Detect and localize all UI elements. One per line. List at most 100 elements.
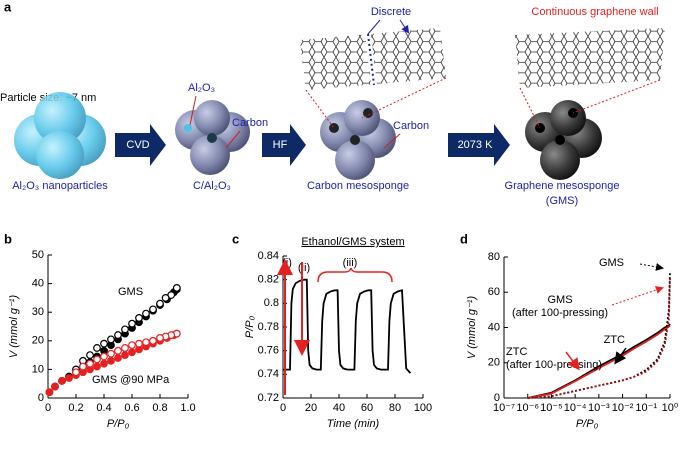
data-point — [100, 359, 108, 368]
arrow — [639, 262, 664, 271]
data-line — [527, 325, 671, 399]
annotation: GMS @90 MPa — [92, 374, 170, 386]
x-tick-label: 0.2 — [68, 402, 83, 414]
pointer — [225, 130, 241, 149]
data-point — [128, 341, 136, 349]
panel-label: b — [4, 231, 12, 246]
caption: C/Al₂O₃ — [193, 180, 231, 192]
x-tick-label: 100 — [414, 402, 432, 414]
arrow — [367, 19, 408, 34]
brace — [317, 267, 393, 283]
data-point — [114, 346, 122, 355]
x-tick-label: 0.8 — [152, 402, 167, 414]
label: Continuous graphene wall — [531, 6, 658, 18]
y-tick-label: 20 — [488, 357, 500, 369]
y-tick-label: 80 — [488, 251, 500, 263]
chart-panel: b 0 10 20 30 40 50 0 0.2 0.4 0.6 0.8 1.0 P/P₀ V (mmol … — [4, 231, 196, 429]
caption: Carbon mesosponge — [307, 180, 409, 192]
y-tick-label: 0.78 — [258, 321, 279, 333]
x-axis-label: Time (min) — [327, 418, 380, 430]
data-line — [283, 278, 412, 374]
carbon-alumina-cluster — [175, 100, 250, 175]
x-axis-label: P/P₀ — [107, 418, 130, 430]
x-tick-label: 20 — [305, 402, 317, 414]
label: Carbon — [232, 117, 268, 129]
data-point — [121, 351, 129, 360]
panel-label: d — [460, 231, 468, 246]
x-tick-label: 40 — [333, 402, 345, 414]
y-tick-label: 0 — [38, 392, 44, 404]
y-tick-label: 0.82 — [258, 274, 279, 286]
x-tick-label: 1.0 — [180, 402, 195, 414]
x-tick-label: 10⁻⁶ — [516, 402, 539, 414]
panel-label: c — [232, 231, 239, 246]
y-tick-label: 0 — [494, 392, 500, 404]
annotation: ZTC — [604, 334, 625, 346]
caption: Al₂O₃ nanoparticles — [12, 180, 108, 192]
data-point — [65, 374, 73, 382]
graphene-sheet — [515, 28, 665, 88]
data-point — [107, 335, 115, 344]
step-arrows — [115, 124, 510, 166]
chart-title: Ethanol/GMS system — [301, 236, 404, 248]
pointer — [383, 133, 401, 149]
x-tick-label: 0 — [280, 402, 286, 414]
label: Al₂O₃ — [188, 82, 215, 94]
step-label: HF — [273, 139, 288, 151]
y-axis-label: V (mmol g⁻¹) — [466, 296, 478, 360]
sheet-gap — [367, 33, 375, 86]
carbon-mesosponge-cluster — [320, 100, 396, 180]
step-label: 2073 K — [458, 139, 494, 151]
chart-panel: d 0 20 40 60 80 10⁻⁷ 10⁻⁶ 10⁻⁵ 10⁻⁴ 10⁻³ 10⁻² 10⁻¹ 10… — [460, 231, 679, 429]
x-tick-label: 10⁻¹ — [635, 402, 657, 414]
y-tick-label: 40 — [488, 321, 500, 333]
arrow — [565, 351, 580, 371]
data-line — [527, 271, 671, 399]
x-axis-label: P/P₀ — [576, 418, 599, 430]
data-point — [172, 283, 181, 292]
annotation: (after 100-pressing) — [512, 307, 608, 319]
y-axis-label: P/P₀ — [244, 315, 256, 338]
y-tick-label: 40 — [32, 278, 44, 290]
data-point — [100, 339, 108, 348]
data-point — [128, 348, 136, 357]
data-point — [161, 294, 170, 302]
label: Carbon — [393, 120, 429, 132]
data-point — [121, 325, 129, 334]
panel-a: a Particle size: ~7 nm Discrete Continuo… — [0, 0, 665, 207]
y-tick-label: 0.8 — [264, 297, 279, 309]
x-tick-label: 10⁻⁷ — [493, 402, 515, 414]
y-tick-label: 0.84 — [258, 250, 279, 262]
x-tick-label: 0.4 — [96, 402, 111, 414]
step-label: CVD — [126, 139, 149, 151]
x-tick-label: 10⁻⁴ — [564, 402, 587, 414]
data-point — [149, 305, 157, 314]
label: Discrete — [371, 6, 411, 18]
data-point — [156, 299, 164, 308]
annotation: GMS — [547, 294, 572, 306]
data-point — [114, 331, 122, 339]
data-point — [100, 352, 108, 361]
chart-panel: c 0.72 0.74 0.76 0.78 0.8 0.82 0.84 0 20 40 60 80 100… — [232, 231, 432, 429]
caption: (GMS) — [546, 195, 578, 207]
arrow — [614, 347, 627, 365]
y-tick-label: 0.76 — [258, 345, 279, 357]
y-axis-label: V (mmol g⁻¹) — [8, 295, 20, 359]
pointer — [189, 95, 197, 126]
data-point — [128, 319, 136, 328]
data-point — [45, 388, 54, 397]
x-tick-label: 80 — [389, 402, 401, 414]
data-point — [72, 368, 80, 377]
arrow — [611, 286, 664, 306]
caption: Graphene mesosponge — [505, 180, 620, 192]
x-tick-label: 0.6 — [124, 402, 139, 414]
y-tick-label: 30 — [32, 306, 44, 318]
data-point — [142, 309, 150, 318]
data-point — [135, 339, 143, 348]
data-point — [93, 362, 101, 371]
y-tick-label: 60 — [488, 286, 500, 298]
data-point — [58, 376, 66, 385]
y-tick-label: 0.72 — [258, 392, 279, 404]
data-point — [135, 314, 143, 322]
